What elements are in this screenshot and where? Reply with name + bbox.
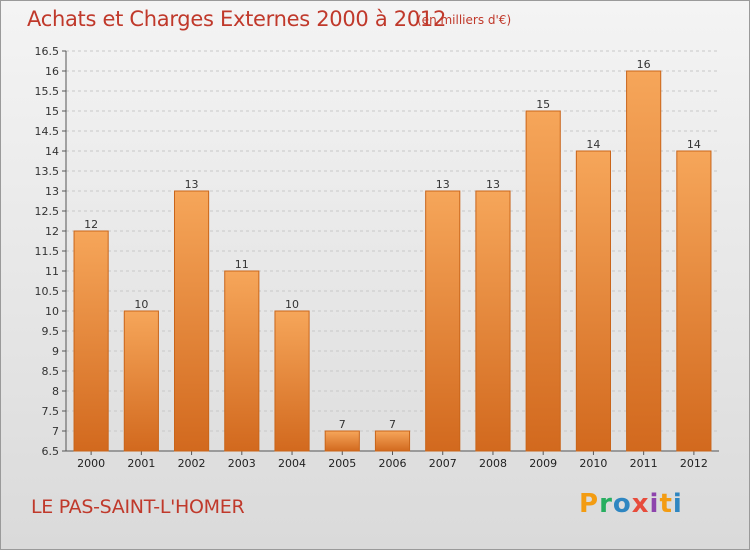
- y-tick-label: 8.5: [42, 365, 60, 378]
- y-tick-label: 7: [52, 425, 59, 438]
- x-tick-label-2009: 2009: [529, 457, 557, 470]
- axes: [62, 50, 719, 455]
- bar-2003: [224, 270, 260, 452]
- y-tick-label: 15.5: [35, 85, 60, 98]
- y-tick-label: 13: [45, 185, 59, 198]
- value-label-2010: 14: [586, 138, 600, 151]
- proxiti-logo[interactable]: Proxiti: [579, 489, 683, 519]
- bar-2010: [575, 150, 612, 452]
- bar-2012: [676, 150, 712, 452]
- x-tick-label-2007: 2007: [429, 457, 457, 470]
- value-label-2008: 13: [486, 178, 500, 191]
- y-tick-label: 15: [45, 105, 59, 118]
- chart-title: Achats et Charges Externes 2000 à 2012: [27, 7, 447, 31]
- location-label: LE PAS-SAINT-L'HOMER: [31, 496, 245, 518]
- x-tick-label-2006: 2006: [379, 457, 407, 470]
- y-tick-label: 12: [45, 225, 59, 238]
- y-tick-label: 12.5: [35, 205, 60, 218]
- value-label-2001: 10: [134, 298, 148, 311]
- value-label-2011: 16: [637, 58, 651, 71]
- chart-subtitle: (en milliers d'€): [417, 13, 512, 27]
- bar-2006: [374, 430, 411, 452]
- y-tick-label: 6.5: [42, 445, 60, 458]
- bar-2005: [324, 430, 360, 452]
- y-tick-label: 13.5: [35, 165, 60, 178]
- bar-2000: [73, 230, 109, 452]
- value-label-2012: 14: [687, 138, 701, 151]
- y-tick-label: 14: [45, 145, 59, 158]
- y-tick-label: 7.5: [42, 405, 60, 418]
- value-labels: 12 10 13 11 10 7 7 13 13 15 14 16 14: [84, 58, 701, 431]
- bars: [73, 70, 712, 452]
- y-axis-ticks: 6.5 7 7.5 8 8.5 9 9.5 10 10.5 11 11.5 12 12.5 13 13.5 1…: [35, 45, 60, 458]
- value-label-2009: 15: [536, 98, 550, 111]
- y-tick-label: 10: [45, 305, 59, 318]
- bar-2004: [274, 310, 310, 452]
- y-tick-label: 8: [52, 385, 59, 398]
- x-tick-label-2002: 2002: [178, 457, 206, 470]
- grid-lines: [66, 50, 719, 452]
- bar-2008: [475, 190, 511, 452]
- x-tick-label-2010: 2010: [579, 457, 607, 470]
- x-axis-ticks: 2000 2001 2002 2003 2004 2005 2006 2007 2008 2009…: [77, 457, 708, 470]
- logo-letter: x: [631, 489, 650, 519]
- value-label-2005: 7: [339, 418, 346, 431]
- bar-2002: [173, 190, 210, 452]
- logo-letter: r: [599, 489, 613, 519]
- y-tick-label: 9: [52, 345, 59, 358]
- y-tick-label: 14.5: [35, 125, 60, 138]
- logo-letter: t: [659, 489, 673, 519]
- value-label-2007: 13: [436, 178, 450, 191]
- bar-2009: [525, 110, 561, 452]
- y-tick-label: 16: [45, 65, 59, 78]
- logo-letter: i: [672, 489, 683, 519]
- y-tick-label: 9.5: [42, 325, 60, 338]
- logo-letter: i: [649, 489, 660, 519]
- logo-letter: P: [579, 489, 600, 519]
- x-tick-label-2008: 2008: [479, 457, 507, 470]
- value-label-2002: 13: [185, 178, 199, 191]
- x-tick-label-2001: 2001: [127, 457, 155, 470]
- logo-letter: o: [612, 489, 632, 519]
- x-tick-label-2004: 2004: [278, 457, 306, 470]
- value-label-2000: 12: [84, 218, 98, 231]
- y-tick-label: 11.5: [35, 245, 60, 258]
- value-label-2004: 10: [285, 298, 299, 311]
- x-tick-label-2005: 2005: [328, 457, 356, 470]
- y-tick-label: 11: [45, 265, 59, 278]
- bar-2011: [626, 70, 662, 452]
- x-tick-label-2000: 2000: [77, 457, 105, 470]
- value-label-2006: 7: [389, 418, 396, 431]
- bar-2007: [425, 190, 461, 452]
- y-tick-label: 16.5: [35, 45, 60, 58]
- y-tick-label: 10.5: [35, 285, 60, 298]
- x-tick-label-2011: 2011: [630, 457, 658, 470]
- x-tick-label-2003: 2003: [228, 457, 256, 470]
- bar-2001: [123, 310, 159, 452]
- x-tick-label-2012: 2012: [680, 457, 708, 470]
- value-label-2003: 11: [235, 258, 249, 271]
